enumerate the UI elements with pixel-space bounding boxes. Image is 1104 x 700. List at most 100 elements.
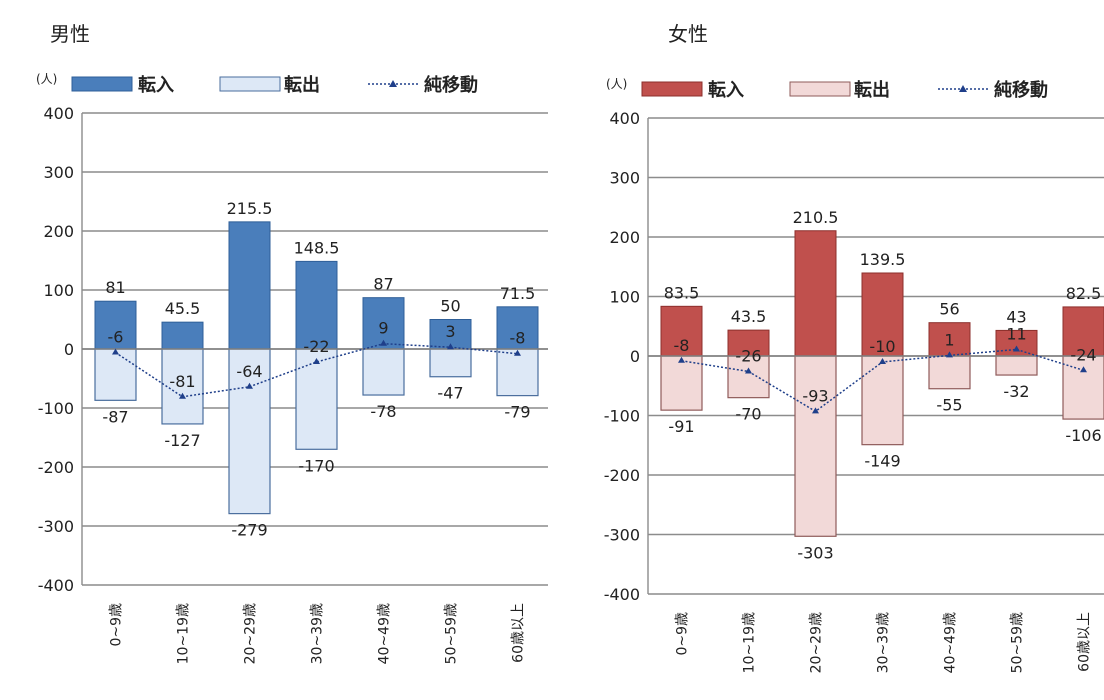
male-in-value-label: 50 [440,297,460,316]
female-out-value-label: -55 [936,396,962,415]
female-net-value-label: 11 [1006,324,1026,343]
male-category-label: 40~49歳 [377,603,393,664]
male-net-marker [246,382,253,389]
female-y-tick-label: 0 [630,347,640,366]
female-out-value-label: -106 [1065,426,1101,445]
male-category-label: 60歳以上 [511,603,527,663]
male-y-tick-label: 300 [43,163,74,182]
female-net-marker [1080,366,1087,373]
male-net-value-label: -8 [510,329,526,348]
female-y-tick-label: 100 [609,288,640,307]
male-y-tick-label: -400 [38,576,74,595]
female-y-tick-label: -400 [604,585,640,604]
male-panel-title: 男性 [50,22,90,46]
male-y-tick-label: 0 [64,340,74,359]
female-net-value-label: 1 [944,330,954,349]
male-bar-out [295,348,338,450]
female-bar-out [660,355,703,411]
female-legend-out-swatch [789,81,851,97]
female-in-value-label: 139.5 [860,250,906,269]
male-bar-in [161,321,204,350]
male-bar-out [362,348,405,396]
male-net-marker [380,339,387,346]
female-out-value-label: -32 [1003,382,1029,401]
female-legend-in-swatch [641,81,703,97]
female-in-value-label: 56 [939,300,959,319]
female-y-tick-label: 300 [609,169,640,188]
female-legend-net-label: 純移動 [994,79,1048,101]
female-legend-net-marker [959,85,967,92]
male-bar-out [161,348,204,425]
female-net-value-label: -8 [674,336,690,355]
female-category-label: 30~39歳 [876,612,892,673]
female-bar-in [660,305,703,357]
female-category-label: 40~49歳 [943,612,959,673]
male-bar-in [496,306,539,350]
male-net-value-label: 3 [445,322,455,341]
female-net-marker [946,351,953,358]
male-in-value-label: 71.5 [500,284,536,303]
male-legend-out-label: 転出 [284,74,320,96]
female-in-value-label: 82.5 [1066,284,1102,303]
female-bar-in [794,230,837,357]
female-net-value-label: -10 [869,337,895,356]
male-net-marker [179,392,186,399]
female-out-value-label: -70 [735,405,761,424]
male-unit-label: (人) [36,72,57,86]
female-net-value-label: -24 [1070,345,1096,364]
male-bar-out [228,348,271,515]
male-in-value-label: 87 [373,275,393,294]
female-category-label: 10~19歳 [742,612,758,673]
male-y-tick-label: -200 [38,458,74,477]
male-net-marker [514,349,521,356]
male-net-value-label: -22 [303,337,329,356]
male-out-value-label: -87 [102,407,128,426]
male-in-value-label: 215.5 [227,199,273,218]
female-bar-out [1062,355,1104,420]
female-legend-in-label: 転入 [708,79,744,101]
female-category-label: 60歳以上 [1077,612,1093,672]
female-net-value-label: -93 [802,386,828,405]
female-net-value-label: -26 [735,346,761,365]
female-legend-out-label: 転出 [854,79,890,101]
female-net-marker [879,357,886,364]
female-y-tick-label: 200 [609,228,640,247]
male-out-value-label: -170 [298,456,334,475]
male-bar-in [94,300,137,350]
female-bar-out [794,355,837,537]
male-net-value-label: 9 [378,319,388,338]
male-bar-in [228,221,271,350]
female-unit-label: (人) [606,77,627,91]
male-net-value-label: -81 [169,372,195,391]
female-y-tick-label: -100 [604,407,640,426]
female-in-value-label: 83.5 [664,283,700,302]
male-in-value-label: 148.5 [294,238,340,257]
female-bar-out [995,355,1038,376]
male-category-label: 30~39歳 [310,603,326,664]
male-bar-out [496,348,539,397]
female-bar-in [861,272,904,357]
female-category-label: 20~29歳 [809,612,825,673]
male-bar-out [429,348,472,378]
male-category-label: 0~9歳 [109,603,125,647]
male-out-value-label: -78 [370,402,396,421]
female-category-label: 0~9歳 [675,612,691,656]
male-net-value-label: -64 [236,362,262,381]
female-bar-in [1062,306,1104,357]
male-y-tick-label: 100 [43,281,74,300]
female-bar-in [995,329,1038,357]
female-net-marker [745,367,752,374]
female-in-value-label: 43.5 [731,307,767,326]
male-net-value-label: -6 [108,328,124,347]
male-net-marker [447,343,454,350]
female-y-tick-label: -200 [604,466,640,485]
female-out-value-label: -149 [864,452,900,471]
female-out-value-label: -91 [668,417,694,436]
male-out-value-label: -279 [231,521,267,540]
male-in-value-label: 81 [105,278,125,297]
female-net-marker [1013,345,1020,352]
male-out-value-label: -79 [504,403,530,422]
female-category-label: 50~59歳 [1010,612,1026,673]
male-net-marker [313,357,320,364]
female-y-tick-label: -300 [604,526,640,545]
